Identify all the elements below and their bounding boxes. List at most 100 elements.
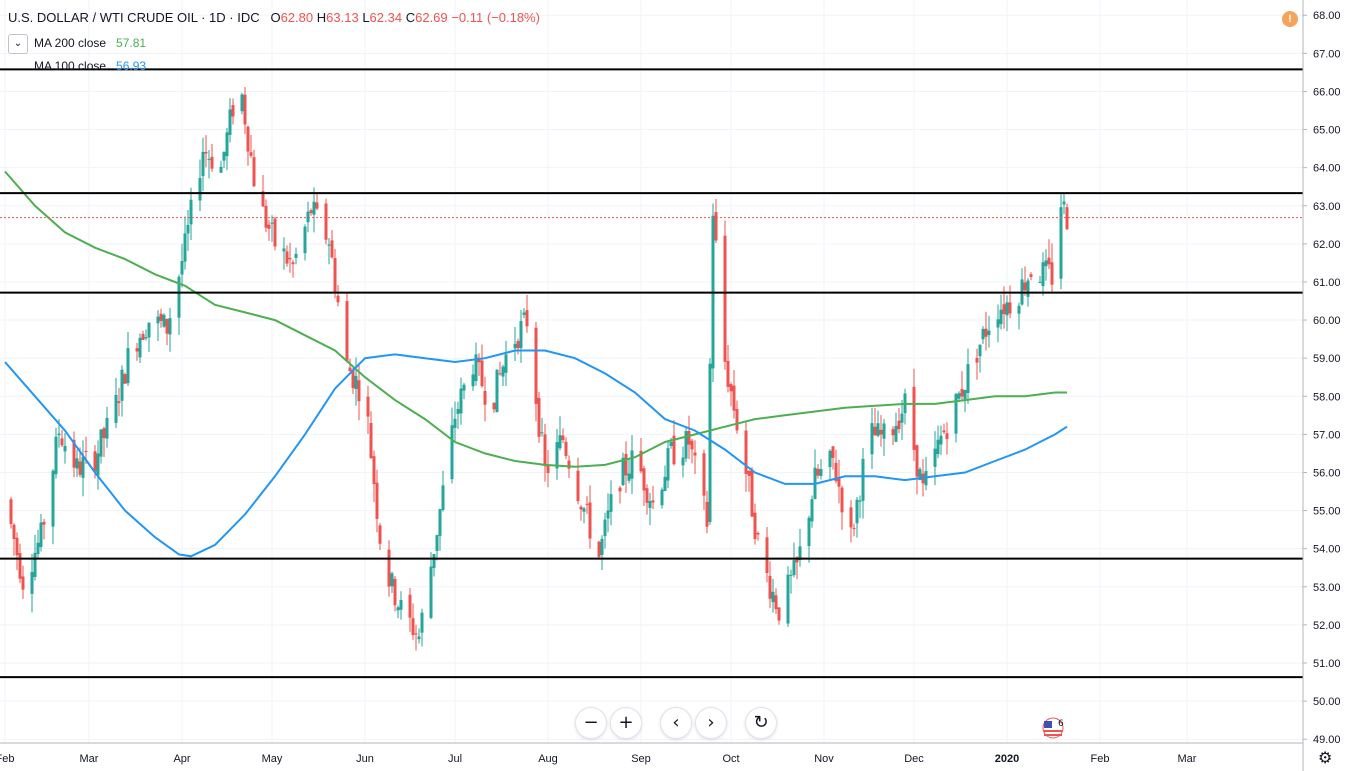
candle-body [912, 386, 916, 450]
candle-body [156, 316, 160, 324]
candle-body [477, 357, 481, 363]
x-tick-label: Feb [0, 753, 14, 765]
candle-body [162, 314, 166, 327]
candle-body [117, 401, 121, 403]
candle-body [648, 501, 652, 508]
candle-body [387, 549, 391, 587]
candle-body [201, 151, 205, 177]
us-flag-event-icon[interactable]: 6 [1036, 717, 1070, 739]
collapse-legend-button[interactable]: ⌄ [8, 34, 28, 54]
candle-body [78, 461, 82, 475]
y-tick-label: 67.00 [1313, 48, 1341, 60]
candle-body [513, 343, 517, 349]
candle-body [537, 397, 541, 437]
y-tick-label: 66.00 [1313, 86, 1341, 98]
candle-body [309, 210, 313, 214]
candle-body [828, 450, 832, 468]
candle-body [954, 394, 958, 434]
candle-body [540, 432, 544, 434]
change-value: −0.11 (−0.18%) [451, 10, 540, 25]
candle-body [1029, 274, 1033, 278]
candle-body [765, 537, 769, 573]
candle-body [1038, 281, 1042, 283]
candle-body [1023, 282, 1027, 291]
gear-icon[interactable]: ⚙ [1318, 748, 1333, 767]
candle-body [498, 373, 502, 375]
candle-body [882, 423, 886, 439]
candle-body [576, 470, 580, 502]
candle-body [417, 636, 421, 640]
candle-body [831, 446, 835, 458]
reset-chart-button[interactable]: ↻ [745, 707, 777, 739]
candle-body [51, 470, 55, 527]
candle-body [135, 348, 139, 352]
close-value: 62.69 [415, 10, 448, 25]
scroll-right-button[interactable]: › [695, 707, 727, 739]
candle-body [366, 396, 370, 417]
ma200-legend[interactable]: MA 200 close 57.81 [8, 34, 146, 52]
scroll-left-button[interactable]: ‹ [660, 707, 692, 739]
candle-body [471, 374, 475, 387]
candle-body [12, 524, 16, 539]
candle-body [774, 595, 778, 610]
candle-body [870, 423, 874, 455]
y-tick-label: 53.00 [1313, 582, 1341, 594]
candle-body [729, 384, 733, 392]
candle-body [639, 450, 643, 472]
candle-body [534, 327, 538, 404]
candle-body [1047, 257, 1051, 265]
candle-body [348, 367, 352, 372]
candle-body [414, 633, 418, 635]
low-label: L [362, 10, 370, 25]
candle-body [705, 501, 709, 527]
candle-body [474, 354, 478, 382]
candle-body [144, 337, 148, 339]
ma100-line [4, 349, 1068, 558]
candle-body [945, 433, 949, 440]
symbol-title[interactable]: U.S. DOLLAR / WTI CRUDE OIL · 1D · IDC [8, 10, 260, 25]
chart-grid [0, 0, 1303, 743]
candle-body [681, 457, 685, 466]
candle-body [714, 212, 718, 241]
zoom-in-button[interactable]: + [610, 707, 642, 739]
candle-body [462, 384, 466, 391]
candle-body [270, 222, 274, 224]
candle-body [840, 487, 844, 513]
y-tick-label: 49.00 [1313, 734, 1341, 746]
candle-body [897, 420, 901, 430]
ma100-legend[interactable]: MA 100 close 56.93 [8, 57, 146, 75]
candle-body [420, 612, 424, 633]
y-tick-label: 68.00 [1313, 10, 1341, 22]
zoom-out-button[interactable]: − [575, 707, 607, 739]
candle-body [495, 369, 499, 413]
x-tick-label: Jul [448, 753, 462, 765]
candle-body [30, 571, 34, 594]
candle-body [564, 441, 568, 456]
alert-icon[interactable]: ! [1282, 11, 1298, 27]
candle-body [399, 599, 403, 610]
candle-body [858, 500, 862, 502]
candle-body [492, 402, 496, 410]
candle-body [624, 453, 628, 476]
candle-body [1002, 304, 1006, 315]
candle-body [744, 430, 748, 474]
candle-body [516, 341, 520, 349]
candle-body [102, 428, 106, 439]
candle-body [126, 348, 130, 384]
candle-body [597, 541, 601, 557]
candle-body [1041, 262, 1045, 287]
y-tick-label: 58.00 [1313, 391, 1341, 403]
candle-body [207, 158, 211, 160]
x-tick-label: May [262, 753, 283, 765]
candle-body [1026, 280, 1030, 297]
candle-body [786, 574, 790, 624]
y-tick-label: 60.00 [1313, 315, 1341, 327]
candle-body [627, 473, 631, 481]
candle-body [999, 309, 1003, 325]
candle-body [453, 418, 457, 428]
candle-body [819, 468, 823, 476]
candle-body [645, 488, 649, 503]
candle-body [273, 218, 277, 247]
candle-body [672, 435, 676, 465]
